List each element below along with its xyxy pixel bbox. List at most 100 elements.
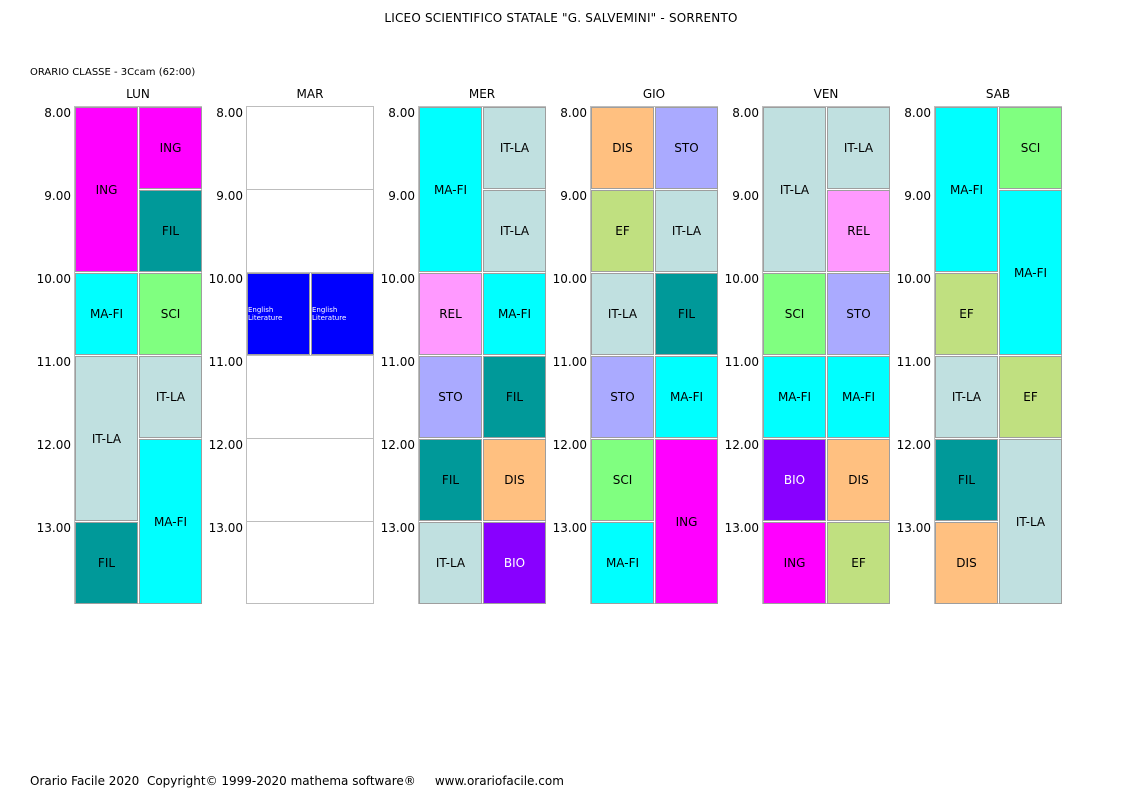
lesson-cell[interactable]: EF: [827, 522, 890, 604]
time-label: 10.00: [896, 272, 931, 286]
lesson-cell[interactable]: IT-LA: [763, 107, 826, 272]
time-label: 13.00: [380, 521, 415, 535]
time-label: 11.00: [896, 355, 931, 369]
lesson-cell[interactable]: MA-FI: [591, 522, 654, 604]
time-label: 10.00: [724, 272, 759, 286]
time-label: 9.00: [732, 189, 759, 203]
lesson-cell[interactable]: IT-LA: [483, 107, 546, 189]
lesson-cell[interactable]: IT-LA: [591, 273, 654, 355]
time-label: 9.00: [904, 189, 931, 203]
time-label: 12.00: [380, 438, 415, 452]
lesson-cell[interactable]: IT-LA: [419, 522, 482, 604]
lesson-cell[interactable]: FIL: [483, 356, 546, 438]
slot-divider: [246, 355, 374, 356]
time-label: 9.00: [560, 189, 587, 203]
lesson-cell[interactable]: EF: [591, 190, 654, 272]
day-header-sab: SAB: [985, 87, 1011, 101]
time-label: 13.00: [36, 521, 71, 535]
lesson-cell[interactable]: SCI: [139, 273, 202, 355]
lesson-cell[interactable]: REL: [827, 190, 890, 272]
lesson-cell[interactable]: ING: [763, 522, 826, 604]
lesson-cell[interactable]: FIL: [75, 522, 138, 604]
lesson-cell[interactable]: IT-LA: [655, 190, 718, 272]
lesson-cell[interactable]: ING: [139, 107, 202, 189]
lesson-cell[interactable]: STO: [419, 356, 482, 438]
lesson-cell[interactable]: SCI: [999, 107, 1062, 189]
time-label: 10.00: [36, 272, 71, 286]
lesson-cell[interactable]: ING: [655, 439, 718, 604]
lesson-cell[interactable]: FIL: [419, 439, 482, 521]
time-label: 8.00: [216, 106, 243, 120]
slot-divider: [246, 189, 374, 190]
lesson-cell[interactable]: EF: [999, 356, 1062, 438]
time-label: 13.00: [896, 521, 931, 535]
lesson-cell[interactable]: MA-FI: [999, 190, 1062, 355]
lesson-cell[interactable]: IT-LA: [483, 190, 546, 272]
time-label: 11.00: [724, 355, 759, 369]
class-label: ORARIO CLASSE - 3Ccam (62:00): [30, 67, 196, 78]
time-label: 11.00: [380, 355, 415, 369]
lesson-cell[interactable]: FIL: [655, 273, 718, 355]
lesson-cell[interactable]: SCI: [763, 273, 826, 355]
time-label: 12.00: [724, 438, 759, 452]
lesson-cell[interactable]: DIS: [483, 439, 546, 521]
lesson-cell[interactable]: English Literature: [311, 273, 374, 355]
slot-divider: [246, 272, 374, 273]
lesson-cell[interactable]: DIS: [827, 439, 890, 521]
time-label: 12.00: [36, 438, 71, 452]
lesson-cell[interactable]: BIO: [763, 439, 826, 521]
time-label: 9.00: [216, 189, 243, 203]
lesson-cell[interactable]: MA-FI: [75, 273, 138, 355]
time-label: 11.00: [552, 355, 587, 369]
day-header-mar: MAR: [296, 87, 324, 101]
time-label: 8.00: [732, 106, 759, 120]
lesson-cell[interactable]: DIS: [591, 107, 654, 189]
time-label: 12.00: [896, 438, 931, 452]
time-label: 9.00: [44, 189, 71, 203]
lesson-cell[interactable]: SCI: [591, 439, 654, 521]
time-label: 13.00: [552, 521, 587, 535]
lesson-cell[interactable]: MA-FI: [483, 273, 546, 355]
time-label: 8.00: [560, 106, 587, 120]
day-header-gio: GIO: [642, 87, 666, 101]
lesson-cell[interactable]: MA-FI: [655, 356, 718, 438]
lesson-cell[interactable]: STO: [655, 107, 718, 189]
time-label: 8.00: [388, 106, 415, 120]
lesson-cell[interactable]: MA-FI: [419, 107, 482, 272]
time-label: 11.00: [208, 355, 243, 369]
day-header-lun: LUN: [126, 87, 150, 101]
lesson-cell[interactable]: English Literature: [247, 273, 310, 355]
time-label: 12.00: [208, 438, 243, 452]
lesson-cell[interactable]: STO: [827, 273, 890, 355]
lesson-cell[interactable]: IT-LA: [935, 356, 998, 438]
time-label: 11.00: [36, 355, 71, 369]
lesson-cell[interactable]: FIL: [935, 439, 998, 521]
time-label: 13.00: [208, 521, 243, 535]
lesson-cell[interactable]: MA-FI: [935, 107, 998, 272]
lesson-cell[interactable]: MA-FI: [827, 356, 890, 438]
lesson-cell[interactable]: IT-LA: [827, 107, 890, 189]
lesson-cell[interactable]: DIS: [935, 522, 998, 604]
day-header-ven: VEN: [813, 87, 839, 101]
lesson-cell[interactable]: IT-LA: [999, 439, 1062, 604]
time-label: 8.00: [904, 106, 931, 120]
lesson-cell[interactable]: ING: [75, 107, 138, 272]
lesson-cell[interactable]: IT-LA: [75, 356, 138, 521]
lesson-cell[interactable]: MA-FI: [763, 356, 826, 438]
lesson-cell[interactable]: BIO: [483, 522, 546, 604]
lesson-cell[interactable]: IT-LA: [139, 356, 202, 438]
lesson-cell[interactable]: STO: [591, 356, 654, 438]
day-header-mer: MER: [468, 87, 496, 101]
school-title: LICEO SCIENTIFICO STATALE "G. SALVEMINI"…: [384, 11, 738, 25]
lesson-cell[interactable]: EF: [935, 273, 998, 355]
slot-divider: [246, 521, 374, 522]
time-label: 13.00: [724, 521, 759, 535]
slot-divider: [246, 438, 374, 439]
time-label: 9.00: [388, 189, 415, 203]
lesson-cell[interactable]: REL: [419, 273, 482, 355]
lesson-cell[interactable]: FIL: [139, 190, 202, 272]
time-label: 10.00: [208, 272, 243, 286]
lesson-cell[interactable]: MA-FI: [139, 439, 202, 604]
time-label: 8.00: [44, 106, 71, 120]
time-label: 10.00: [552, 272, 587, 286]
